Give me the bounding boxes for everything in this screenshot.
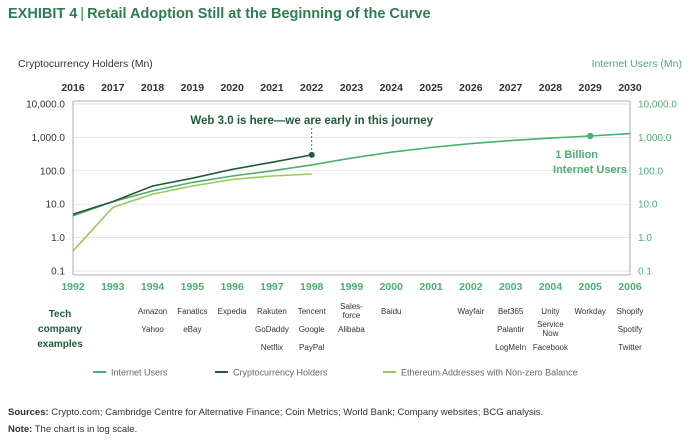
top-year-label: 2024 xyxy=(380,82,404,94)
billion-annotation-line1: 1 Billion xyxy=(555,149,598,161)
top-year-label: 2018 xyxy=(141,82,165,94)
bottom-year-label: 2004 xyxy=(539,281,563,293)
series-line-2 xyxy=(72,173,312,252)
top-year-label: 2030 xyxy=(618,82,642,94)
right-axis-title: Internet Users (Mn) xyxy=(592,58,682,70)
bottom-year-label: 2003 xyxy=(499,281,523,293)
top-year-label: 2022 xyxy=(300,82,324,94)
note-text: The chart is in log scale. xyxy=(34,424,138,435)
company-name: Baidu xyxy=(381,307,401,316)
sources-footnote: Sources: Crypto.com; Cambridge Centre fo… xyxy=(8,407,543,418)
top-year-label: 2016 xyxy=(61,82,85,94)
left-tick-label: 1.0 xyxy=(51,233,65,244)
bottom-year-label: 1995 xyxy=(181,281,205,293)
company-name: PayPal xyxy=(299,343,325,352)
top-year-label: 2027 xyxy=(499,82,523,94)
company-name: Google xyxy=(299,325,325,334)
company-name: Netflix xyxy=(261,343,283,352)
bottom-year-label: 2001 xyxy=(419,281,443,293)
right-tick-label: 100.0 xyxy=(638,166,663,177)
legend-label: Ethereum Addresses with Non-zero Balance xyxy=(401,368,578,378)
web3-annotation: Web 3.0 is here—we are early in this jou… xyxy=(190,115,433,127)
company-name: Yahoo xyxy=(141,325,164,334)
left-tick-label: 100.0 xyxy=(40,166,65,177)
bottom-year-label: 2006 xyxy=(618,281,642,293)
bottom-year-label: 2000 xyxy=(380,281,404,293)
company-name: Now xyxy=(542,329,558,338)
right-tick-label: 10,000.0 xyxy=(638,100,677,111)
sources-text: Crypto.com; Cambridge Centre for Alterna… xyxy=(51,407,544,418)
top-year-label: 2025 xyxy=(419,82,443,94)
left-tick-label: 10.0 xyxy=(46,200,66,211)
company-name: GoDaddy xyxy=(255,325,289,334)
top-year-label: 2023 xyxy=(340,82,364,94)
chart-title: EXHIBIT 4 | Retail Adoption Still at the B… xyxy=(8,6,431,22)
log-line-chart: Cryptocurrency Holders (Mn) Internet User… xyxy=(18,58,682,378)
sources-label: Sources: xyxy=(8,407,49,418)
top-year-label: 2020 xyxy=(220,82,244,94)
company-examples-label: company xyxy=(38,324,82,335)
exhibit-label: EXHIBIT 4 xyxy=(8,6,78,22)
right-tick-label: 0.1 xyxy=(638,267,652,278)
top-year-label: 2028 xyxy=(539,82,563,94)
company-name: Wayfair xyxy=(457,307,484,316)
company-name: Bet365 xyxy=(498,307,524,316)
company-name: Expedia xyxy=(218,307,247,316)
title-separator: | xyxy=(80,6,85,22)
top-year-label: 2019 xyxy=(181,82,205,94)
series-line-1 xyxy=(72,154,312,216)
company-name: Twitter xyxy=(618,343,642,352)
left-tick-label: 0.1 xyxy=(51,267,65,278)
company-name: Spotify xyxy=(618,325,642,334)
left-axis-title: Cryptocurrency Holders (Mn) xyxy=(18,58,153,70)
company-name: Workday xyxy=(575,307,606,316)
right-tick-label: 1.0 xyxy=(638,233,652,244)
bottom-year-label: 1994 xyxy=(141,281,165,293)
right-tick-label: 1,000.0 xyxy=(638,133,672,144)
bottom-year-label: 1998 xyxy=(300,281,324,293)
company-name: Sales- xyxy=(340,302,363,311)
legend-label: Internet Users xyxy=(111,368,168,378)
company-name: Service xyxy=(537,320,564,329)
company-name: Facebook xyxy=(533,343,569,352)
left-tick-label: 10,000.0 xyxy=(26,100,65,111)
company-name: Fanatics xyxy=(177,307,207,316)
right-tick-label: 10.0 xyxy=(638,200,658,211)
top-year-label: 2026 xyxy=(459,82,483,94)
bottom-year-label: 1996 xyxy=(220,281,244,293)
company-name: Unity xyxy=(541,307,559,316)
company-name: Palantir xyxy=(497,325,524,334)
billion-users-marker xyxy=(587,132,594,140)
company-name: Tencent xyxy=(298,307,327,316)
company-name: force xyxy=(343,311,361,320)
company-name: LogMeIn xyxy=(495,343,526,352)
crypto-2022-marker xyxy=(308,151,315,158)
bottom-year-label: 2002 xyxy=(459,281,483,293)
company-name: Rakuten xyxy=(257,307,287,316)
bottom-year-label: 1997 xyxy=(260,281,284,293)
company-examples-label: examples xyxy=(37,339,83,350)
bottom-year-label: 1992 xyxy=(61,281,85,293)
top-year-label: 2029 xyxy=(579,82,603,94)
company-name: eBay xyxy=(183,325,201,334)
bottom-year-label: 2005 xyxy=(579,281,603,293)
top-year-label: 2021 xyxy=(260,82,284,94)
company-name: Shopify xyxy=(617,307,644,316)
title-text: Retail Adoption Still at the Beginning o… xyxy=(87,6,431,22)
company-examples-label: Tech xyxy=(49,309,72,320)
legend-label: Cryptocurrency Holders xyxy=(233,368,328,378)
company-name: Amazon xyxy=(138,307,167,316)
note-footnote: Note: The chart is in log scale. xyxy=(8,424,137,435)
company-name: Alibaba xyxy=(338,325,365,334)
bottom-year-label: 1999 xyxy=(340,281,364,293)
bottom-year-label: 1993 xyxy=(101,281,125,293)
note-label: Note: xyxy=(8,424,33,435)
series-line-0 xyxy=(72,132,631,217)
top-year-label: 2017 xyxy=(101,82,125,94)
left-tick-label: 1,000.0 xyxy=(32,133,66,144)
billion-annotation-line2: Internet Users xyxy=(553,164,627,176)
